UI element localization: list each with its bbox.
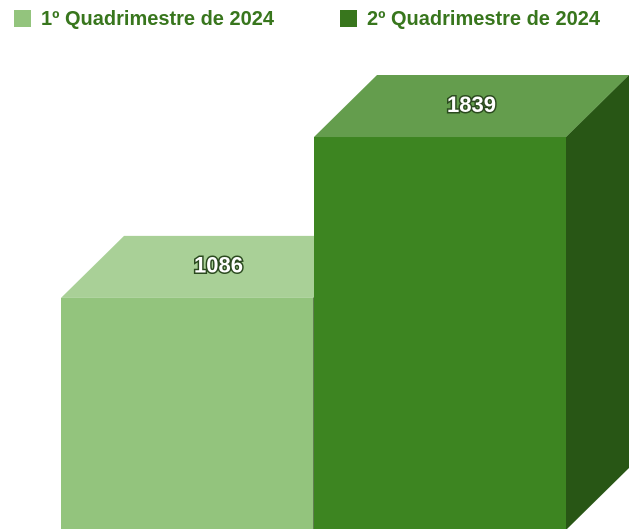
legend-swatch [14, 10, 31, 27]
bar-front [61, 297, 313, 529]
value-label: 1839 [447, 92, 496, 117]
bar-top [61, 235, 376, 298]
bar-side [566, 75, 629, 529]
legend-label: 1º Quadrimestre de 2024 [41, 8, 275, 30]
legend-label: 2º Quadrimestre de 2024 [367, 8, 601, 30]
bar [314, 75, 629, 529]
bar-top [314, 75, 629, 138]
bar-front [314, 137, 566, 529]
legend-swatch [340, 10, 357, 27]
value-label: 1086 [194, 253, 243, 278]
